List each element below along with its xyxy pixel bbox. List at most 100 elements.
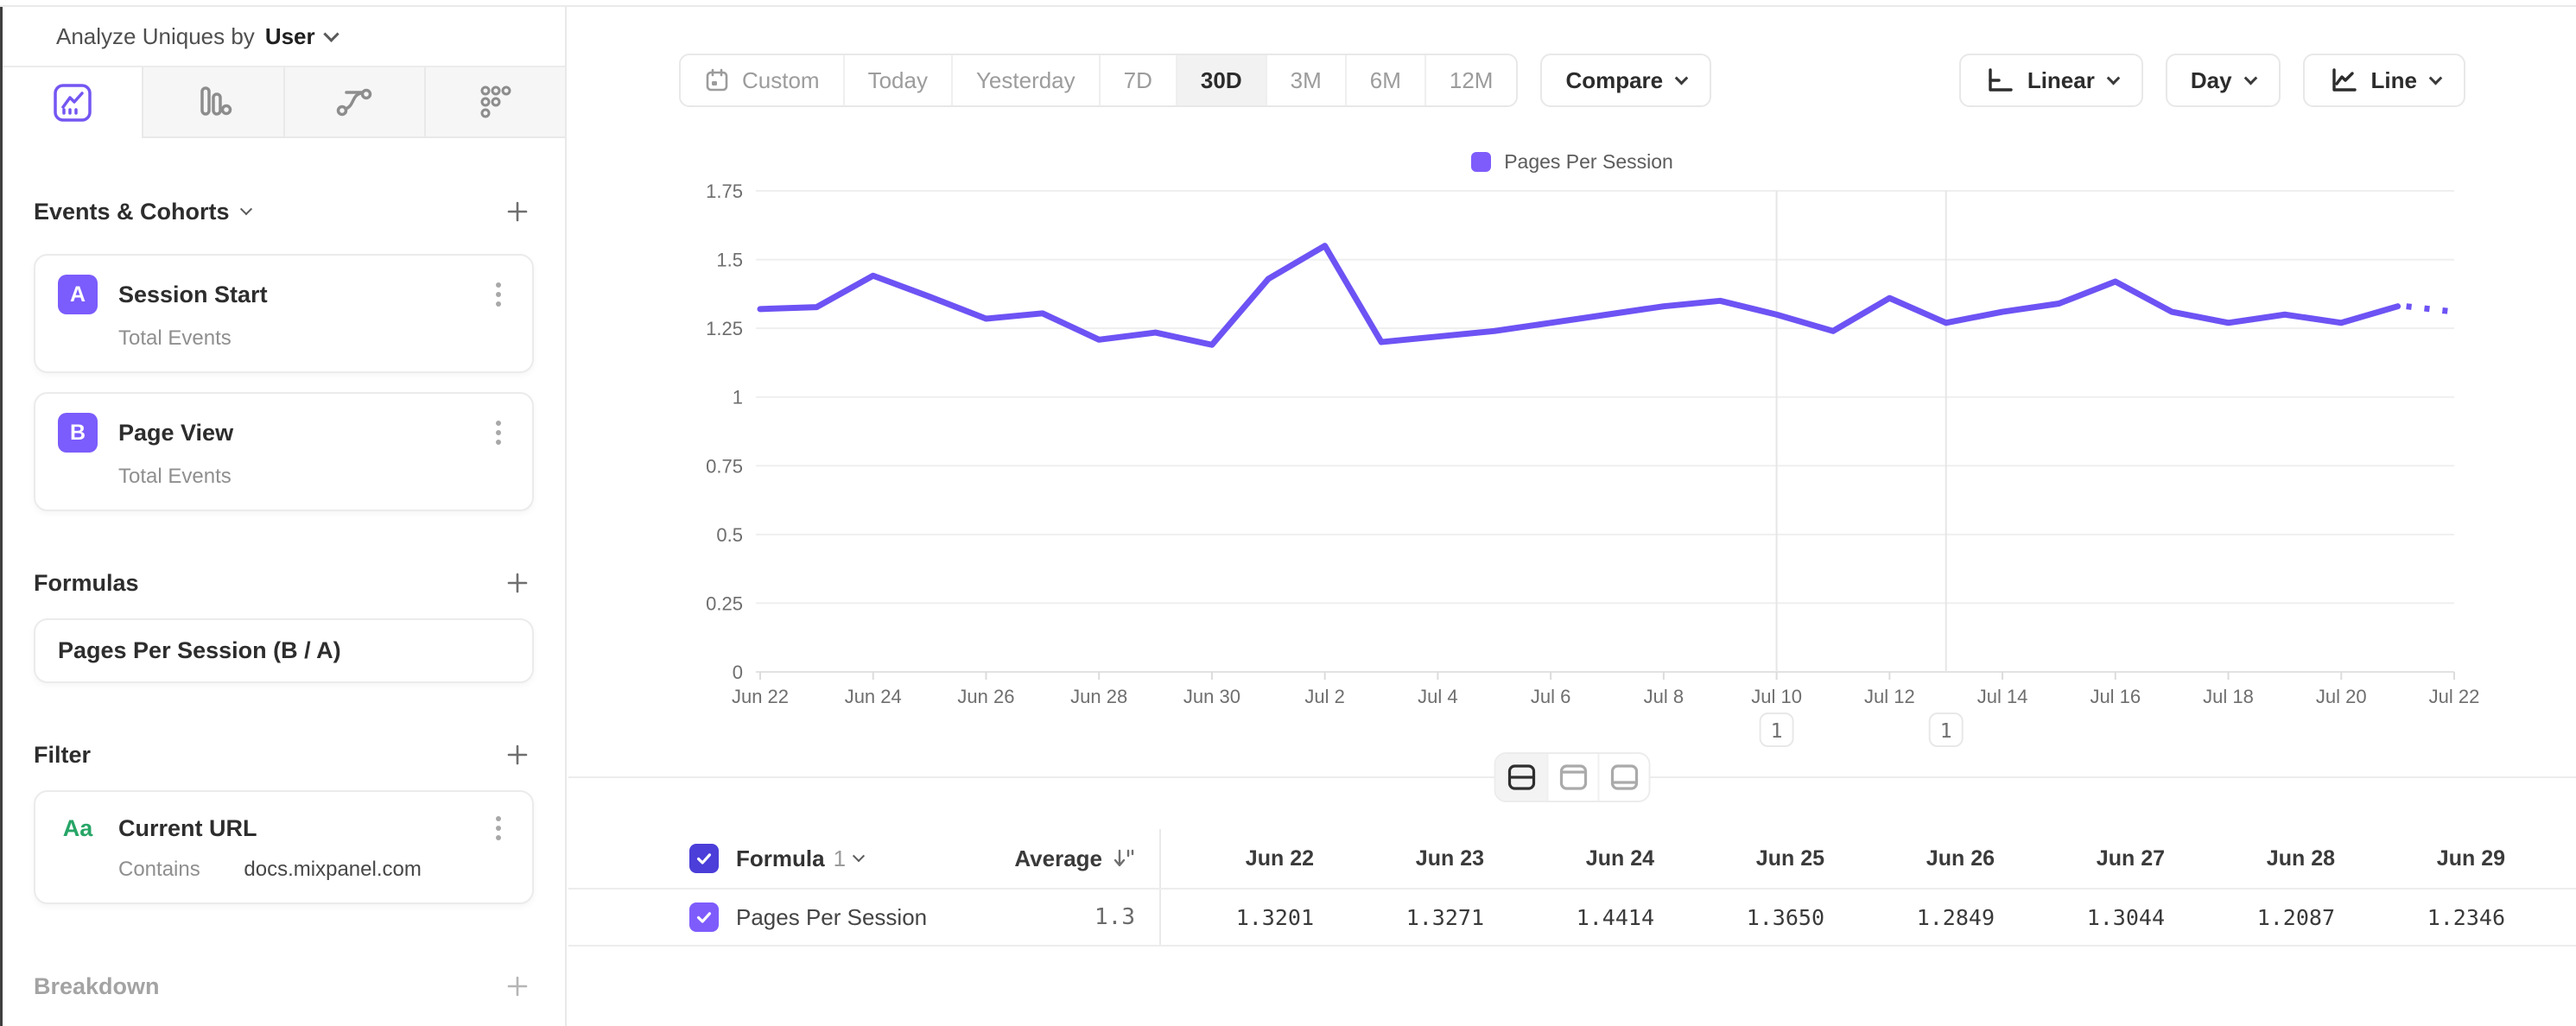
svg-text:1: 1 [1771,720,1783,743]
plus-icon [507,976,528,997]
layout-chart-only-button[interactable] [1546,754,1598,801]
svg-text:Jun 26: Jun 26 [957,686,1014,707]
value-cell: 1.2087 [2256,904,2335,930]
plus-icon [507,744,528,765]
value-cell: 1.3044 [2086,904,2165,930]
chart-legend: Pages Per Session [568,150,2576,174]
analyze-label: Analyze Uniques by [56,22,255,49]
table-row-left: Pages Per Session 1.3 [689,890,1161,945]
svg-text:0.25: 0.25 [706,592,743,614]
compare-button[interactable]: Compare [1540,54,1712,107]
range-today-button[interactable]: Today [842,55,951,105]
filter-operator[interactable]: Contains [118,858,200,881]
tab-retention[interactable] [423,67,565,138]
average-column-header[interactable]: Average [1014,845,1102,871]
date-column-header[interactable]: Jun 23 [1415,846,1484,871]
chart-type-dropdown[interactable]: Line [2302,54,2465,107]
chart-type-label: Line [2370,66,2417,93]
retention-icon [480,86,511,118]
filter-value[interactable]: docs.mixpanel.com [244,858,422,881]
date-range-control: Custom Today Yesterday 7D 30D 3M 6M 12M [679,54,1519,107]
value-cell: 1.4414 [1576,904,1654,930]
chevron-down-icon [239,203,252,216]
tab-funnels[interactable] [142,67,283,138]
range-3m-button[interactable]: 3M [1265,55,1345,105]
chart-view-icon [1559,764,1587,790]
range-12m-button[interactable]: 12M [1424,55,1517,105]
range-6m-button[interactable]: 6M [1344,55,1424,105]
add-formula-button[interactable] [501,567,534,599]
string-property-icon: Aa [62,814,93,841]
flows-icon [336,88,372,117]
report-main: Custom Today Yesterday 7D 30D 3M 6M 12M … [568,7,2576,1026]
event-card-session-start[interactable]: A Session Start Total Events [34,254,534,373]
select-all-checkbox[interactable] [689,844,719,873]
filter-section-title: Filter [34,741,92,768]
range-7d-button[interactable]: 7D [1098,55,1176,105]
event-aggregation[interactable]: Total Events [118,326,232,350]
left-panel-edge [0,7,3,1026]
sort-button[interactable] [1113,847,1135,870]
event-title: Page View [118,419,234,446]
event-menu-button[interactable] [487,277,510,312]
tab-insights[interactable] [3,67,143,138]
filter-card-current-url[interactable]: Aa Current URL Contains docs.mixpanel.co… [34,790,534,904]
chevron-down-icon [2243,71,2257,85]
svg-text:Jul 10: Jul 10 [1751,686,1802,707]
add-breakdown-button[interactable] [501,970,534,1003]
chevron-down-icon [2428,71,2443,85]
svg-text:Jul 20: Jul 20 [2316,686,2367,707]
svg-text:Jun 28: Jun 28 [1070,686,1127,707]
date-column-header[interactable]: Jun 25 [1755,846,1824,871]
query-builder-sidebar: Analyze Uniques by User [3,7,567,1026]
chevron-down-icon [322,25,339,42]
layout-toggle-group [1494,752,1651,802]
scale-dropdown[interactable]: Linear [1958,54,2143,107]
chart-toolbar: Custom Today Yesterday 7D 30D 3M 6M 12M … [568,54,2576,107]
layout-split-button[interactable] [1495,754,1547,801]
calendar-icon [706,68,728,92]
date-column-header[interactable]: Jun 24 [1585,846,1654,871]
range-label: 6M [1369,66,1401,93]
row-checkbox[interactable] [689,902,719,932]
date-column-header[interactable]: Jun 22 [1245,846,1314,871]
chevron-down-icon [2106,71,2121,85]
svg-text:0: 0 [733,662,743,683]
svg-text:Jul 16: Jul 16 [2090,686,2141,707]
event-card-page-view[interactable]: B Page View Total Events [34,392,534,511]
filter-menu-button[interactable] [487,811,510,846]
svg-text:Jul 8: Jul 8 [1644,686,1684,707]
events-section-title: Events & Cohorts [34,198,230,225]
average-value: 1.3 [1094,904,1135,930]
add-event-button[interactable] [501,195,534,228]
svg-text:Jun 30: Jun 30 [1183,686,1240,707]
table-view-icon [1610,764,1638,790]
interval-dropdown[interactable]: Day [2165,54,2281,107]
date-column-header[interactable]: Jun 28 [2266,846,2335,871]
layout-table-only-button[interactable] [1597,754,1649,801]
event-menu-button[interactable] [487,415,510,450]
event-aggregation[interactable]: Total Events [118,465,232,488]
range-30d-button[interactable]: 30D [1175,55,1266,105]
svg-text:1: 1 [733,387,743,408]
analyze-entity-dropdown[interactable]: User [265,23,339,50]
formula-column-header[interactable]: Formula 1 [736,845,866,872]
range-yesterday-button[interactable]: Yesterday [950,55,1099,105]
date-column-header[interactable]: Jun 29 [2436,846,2505,871]
sort-icon [1114,849,1134,867]
range-custom-button[interactable]: Custom [681,55,843,105]
analyze-header: Analyze Uniques by User [3,7,565,67]
date-column-header[interactable]: Jun 27 [2096,846,2165,871]
filter-condition[interactable]: Contains docs.mixpanel.com [118,858,510,882]
plus-icon [507,201,528,222]
formula-header-index: 1 [833,845,847,871]
formula-card[interactable]: Pages Per Session (B / A) [34,618,534,683]
date-column-header[interactable]: Jun 26 [1926,846,1995,871]
tab-flows[interactable] [282,67,424,138]
svg-text:1.5: 1.5 [716,250,743,271]
add-filter-button[interactable] [501,738,534,771]
check-icon [696,853,712,864]
event-badge-a: A [58,275,98,314]
formulas-section-header: Formulas [34,567,534,599]
event-title: Session Start [118,281,268,307]
